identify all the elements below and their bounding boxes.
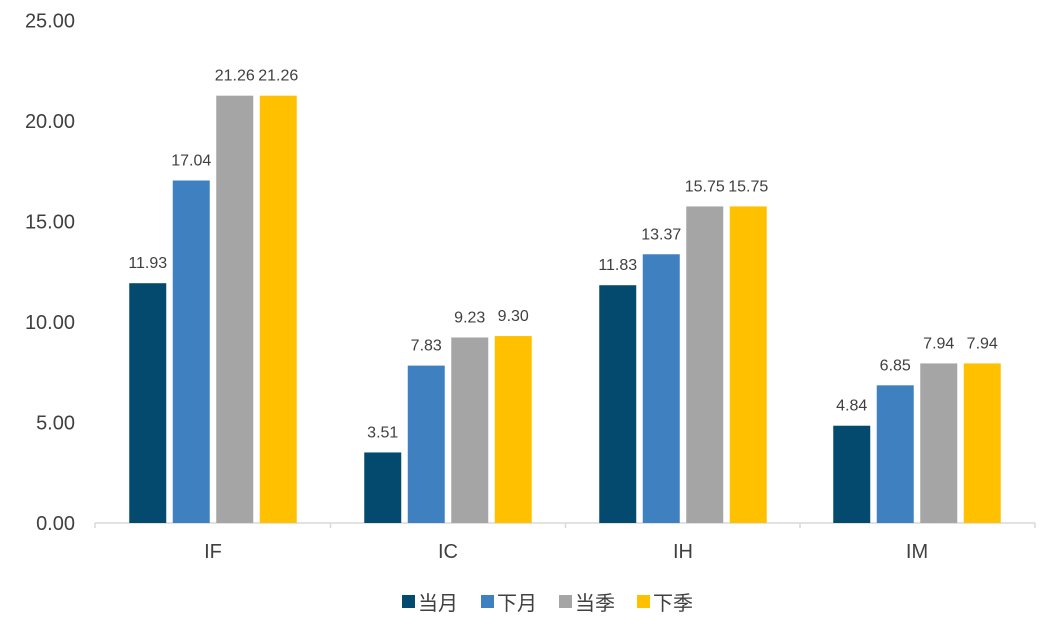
category-label-ih: IH xyxy=(673,541,693,563)
bar-if-series-2 xyxy=(172,180,210,523)
legend-swatch xyxy=(637,595,650,608)
legend-swatch xyxy=(402,595,415,608)
y-axis: 0.00 5.00 10.00 15.00 20.00 25.00 xyxy=(25,11,75,536)
bar-if-series-4 xyxy=(259,95,297,523)
bar-if-series-1 xyxy=(129,283,167,523)
legend-label: 当季 xyxy=(575,592,615,615)
bar-ih-series-3 xyxy=(686,206,724,524)
y-tick-label: 15.00 xyxy=(25,212,75,234)
bar-im-series-3 xyxy=(920,363,958,523)
y-tick-label: 0.00 xyxy=(36,513,75,535)
legend-label: 当月 xyxy=(418,592,458,615)
y-tick-label: 5.00 xyxy=(36,413,75,435)
data-label: 15.75 xyxy=(685,178,725,195)
x-axis: IF IC IH IM xyxy=(94,522,1036,563)
bar-im-series-1 xyxy=(833,425,871,523)
data-label: 6.85 xyxy=(880,357,911,374)
data-label: 3.51 xyxy=(367,424,398,441)
bar-ic-series-4 xyxy=(494,336,532,523)
legend-swatch xyxy=(559,595,572,608)
y-tick-label: 25.00 xyxy=(25,11,75,33)
data-label: 7.94 xyxy=(967,335,998,352)
data-label: 13.37 xyxy=(641,226,681,243)
data-label: 7.94 xyxy=(923,335,954,352)
bar-ih-series-1 xyxy=(599,285,637,523)
bar-ic-series-2 xyxy=(407,365,445,523)
bar-ic-series-3 xyxy=(451,337,489,523)
category-label-if: IF xyxy=(204,541,222,563)
data-labels-group: 11.93 3.51 11.83 4.84 17.04 7.83 13.37 6.85 21.2… xyxy=(128,68,998,442)
y-tick-label: 10.00 xyxy=(25,312,75,334)
data-label: 4.84 xyxy=(836,398,867,415)
bar-if-series-3 xyxy=(216,95,254,523)
data-label: 9.30 xyxy=(498,308,529,325)
data-label: 17.04 xyxy=(171,152,211,169)
legend-label: 下月 xyxy=(497,593,537,615)
data-label: 21.26 xyxy=(258,68,298,85)
data-label: 9.23 xyxy=(454,309,485,326)
data-label: 21.26 xyxy=(215,68,255,85)
data-label: 11.93 xyxy=(128,255,167,272)
bars-group xyxy=(129,95,1001,524)
legend-swatch xyxy=(481,595,494,608)
legend-label: 下季 xyxy=(653,592,693,615)
bar-im-series-2 xyxy=(876,385,914,523)
bar-ic-series-1 xyxy=(364,452,402,523)
category-label-im: IM xyxy=(906,541,928,563)
category-label-ic: IC xyxy=(438,541,458,563)
bar-ih-series-2 xyxy=(642,254,680,523)
bar-im-series-4 xyxy=(963,363,1001,523)
data-label: 7.83 xyxy=(411,338,442,355)
legend: 当月 下月 当季 下季 xyxy=(402,592,693,615)
y-tick-label: 20.00 xyxy=(25,111,75,133)
data-label: 11.83 xyxy=(598,257,637,274)
data-label: 15.75 xyxy=(728,178,768,195)
bar-ih-series-4 xyxy=(729,206,767,524)
